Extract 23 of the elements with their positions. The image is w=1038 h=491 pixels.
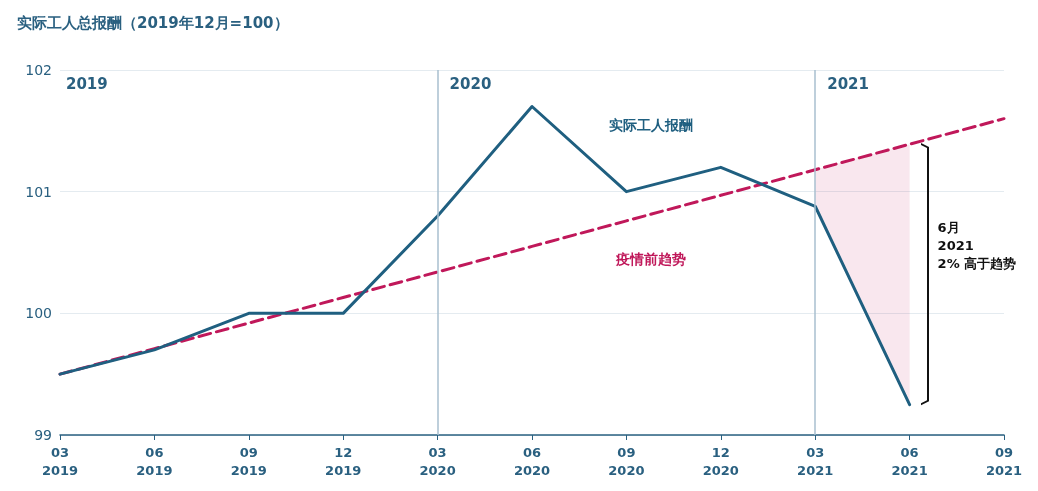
y-tick-label: 99: [34, 427, 52, 443]
series-label: 疫情前趋势: [614, 250, 686, 267]
chart-title: 实际工人总报酬（2019年12月=100）: [17, 13, 289, 32]
y-tick-label: 102: [25, 62, 52, 78]
x-tick-label: 03 2021: [797, 444, 834, 478]
x-tick-label: 09 2021: [985, 444, 1023, 478]
x-tick-label: 12 2019: [325, 444, 362, 478]
annotation: 2019: [66, 74, 108, 93]
ref-line-label: 2020: [449, 74, 492, 93]
x-tick-label: 09 2019: [230, 444, 267, 478]
y-tick-label: 100: [25, 305, 52, 322]
x-tick-label: 03 2019: [41, 444, 79, 478]
x-tick-label: 12 2020: [702, 444, 739, 478]
ref-line-label: 2021: [827, 74, 869, 93]
x-tick-label: 03 2020: [419, 444, 456, 478]
annotation: 6月 2021 2% 高于趋势: [937, 220, 1017, 272]
x-tick-label: 06 2020: [513, 444, 551, 478]
x-tick-label: 06 2021: [891, 444, 928, 478]
text: 实际工人报酬: [608, 116, 693, 133]
line-series: [58, 105, 912, 407]
x-tick-label: 06 2019: [136, 444, 173, 478]
y-tick-label: 101: [25, 183, 52, 200]
x-tick-label: 09 2020: [608, 444, 645, 478]
